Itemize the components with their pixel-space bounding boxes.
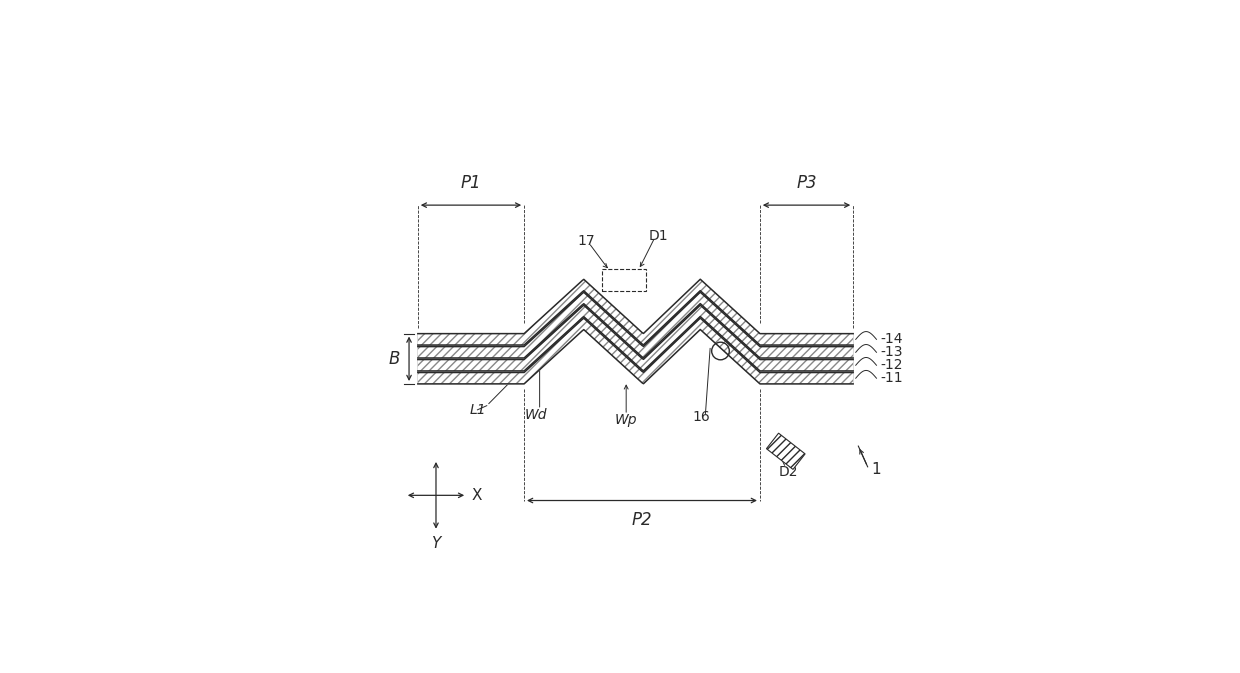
Text: 16: 16 [692, 410, 711, 423]
Polygon shape [418, 305, 853, 371]
Polygon shape [418, 292, 853, 358]
Bar [601, 269, 646, 291]
Text: -11: -11 [880, 371, 903, 385]
Text: D1: D1 [649, 229, 668, 243]
Polygon shape [418, 318, 853, 384]
Text: -13: -13 [880, 345, 903, 359]
Polygon shape [418, 279, 853, 345]
Text: Wp: Wp [615, 413, 637, 427]
Text: Wd: Wd [525, 408, 547, 422]
Polygon shape [418, 318, 853, 384]
Text: B: B [388, 350, 399, 367]
Text: D2: D2 [779, 465, 799, 479]
Text: -12: -12 [880, 358, 903, 372]
Text: P2: P2 [631, 511, 652, 529]
Text: X: X [471, 488, 481, 503]
Text: L1: L1 [469, 403, 486, 417]
Text: -14: -14 [880, 332, 903, 347]
Bar [766, 433, 805, 469]
Polygon shape [418, 292, 853, 358]
Text: P3: P3 [796, 174, 817, 192]
Text: Y: Y [432, 536, 440, 551]
Text: 1: 1 [872, 462, 880, 477]
Polygon shape [418, 279, 853, 345]
Polygon shape [418, 305, 853, 371]
Text: P1: P1 [460, 174, 481, 192]
Text: 17: 17 [578, 234, 595, 248]
